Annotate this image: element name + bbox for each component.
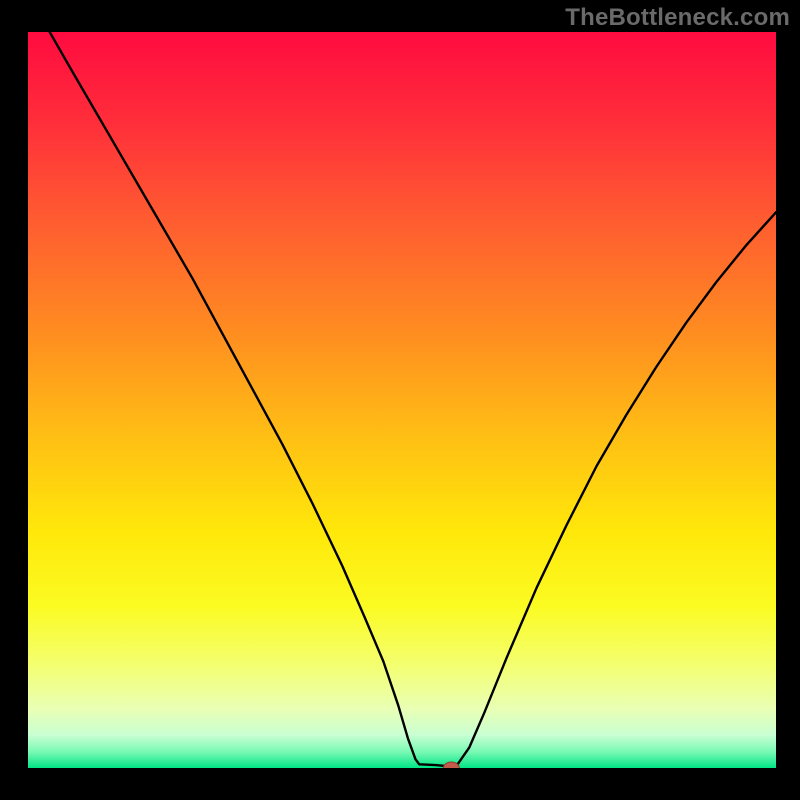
- chart-container: TheBottleneck.com: [0, 0, 800, 800]
- plot-area: [28, 32, 776, 768]
- gradient-background: [28, 32, 776, 768]
- watermark-text: TheBottleneck.com: [565, 4, 790, 32]
